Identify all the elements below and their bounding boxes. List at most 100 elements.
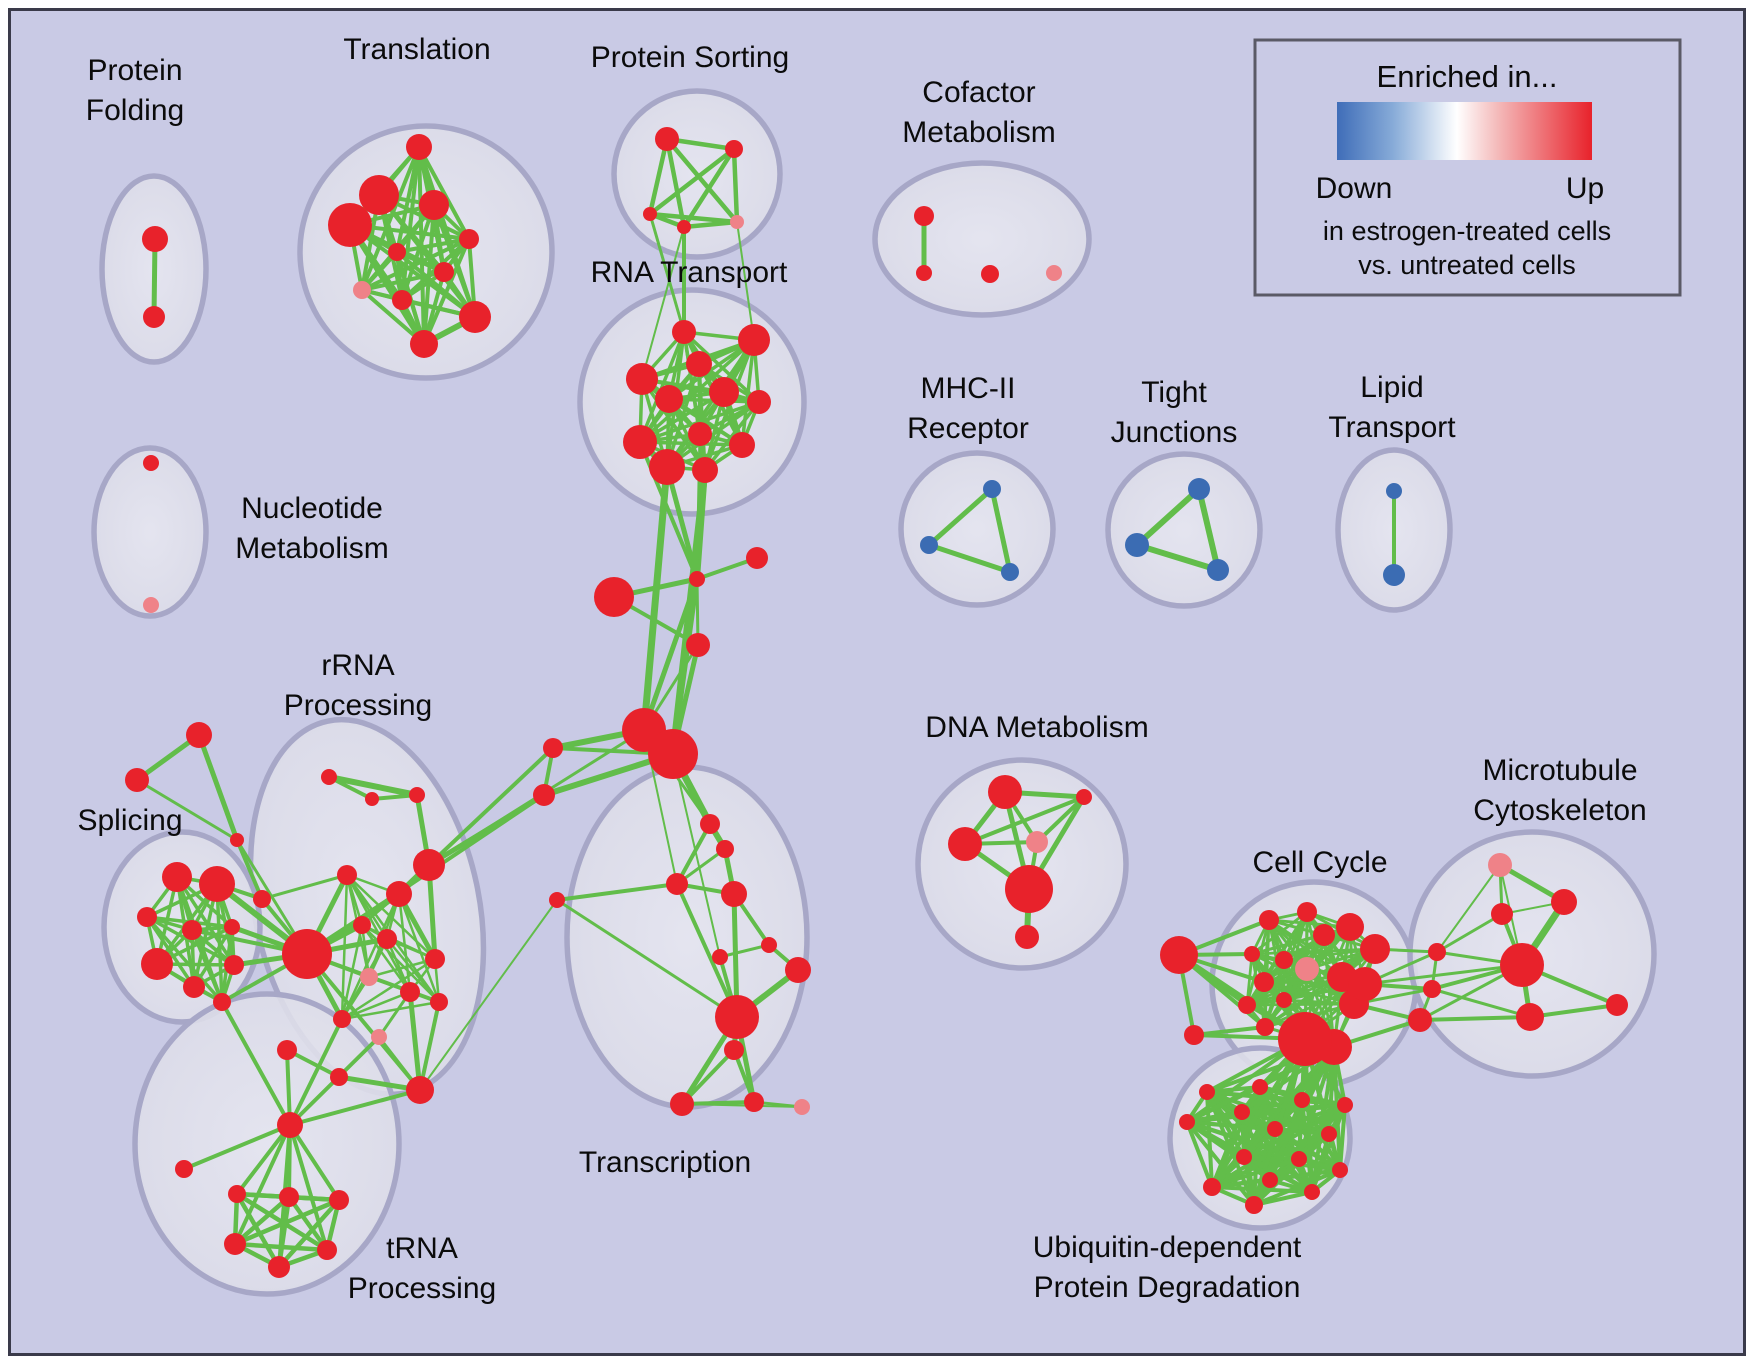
gene-set-node-u9 [1236,1149,1252,1165]
gene-set-node-u3 [1294,1092,1310,1108]
gene-set-node-cc2 [1184,1025,1204,1045]
gene-set-node-rr14 [253,890,271,908]
edge [232,1194,292,1247]
gene-set-node-cc19 [1423,980,1441,998]
gene-set-node-dm2 [1076,789,1092,805]
gene-set-node-sp2 [199,866,235,902]
edge [340,957,437,1021]
gene-set-node-cc7 [1360,934,1390,964]
cluster-ellipse-mhc-ii-receptor [898,450,1056,608]
gene-set-node-cf1 [914,206,934,226]
edge [665,400,761,469]
gene-set-node-r1 [672,320,696,344]
edge [641,576,700,733]
legend-caption-line2: vs. untreated cells [1358,250,1576,280]
gene-set-node-cc14 [1238,996,1256,1014]
gene-set-node-t11 [410,330,438,358]
edge [1418,1015,1532,1022]
edge [419,899,558,1091]
edge [1134,486,1202,548]
gene-set-node-dm1 [988,775,1022,809]
gene-set-node-rr2 [365,792,379,806]
cluster-labels-layer: Protein Folding Translation Protein Sorting… [77,33,1646,1305]
edge [681,219,740,230]
edge [340,892,401,1021]
gene-set-node-trb4 [224,1233,246,1255]
gene-set-node-t9 [392,290,412,310]
gene-set-node-cc1 [1160,936,1198,974]
edge [182,1123,292,1171]
gene-set-node-t1 [406,134,432,160]
cluster-ellipse-tight-junctions [1105,451,1263,609]
gene-set-node-h2 [648,729,698,779]
edge [1185,1120,1214,1189]
gene-set-node-trb1 [228,1185,246,1203]
edge [740,338,756,447]
cluster-ellipse-cofactor-metabolism [872,160,1092,318]
gene-set-node-cc17 [1256,1018,1274,1036]
edge [647,211,740,225]
edge [135,778,239,842]
cluster-label-nucleotide-metabolism: Nucleotide Metabolism [235,492,388,565]
edge [1134,542,1221,573]
gene-set-node-rrHUB [282,929,332,979]
edge [667,338,756,401]
edge [232,1197,342,1247]
gene-set-node-mtP [1488,853,1512,877]
cluster-label-cofactor-metabolism: Cofactor Metabolism [902,76,1055,149]
edge [417,145,471,241]
edge [1332,1045,1342,1172]
gene-set-node-tt3 [666,873,688,895]
gene-set-node-tt6 [761,937,777,953]
enrichment-map-figure: Protein Folding Translation Protein Sorting… [8,8,1746,1356]
edge [360,923,441,1004]
cluster-label-dna-metabolism: DNA Metabolism [925,711,1148,744]
gene-set-node-cc8 [1244,946,1260,962]
edge [276,1197,342,1270]
edge [680,1048,736,1106]
gene-set-node-c2 [746,547,768,569]
gene-set-node-c3 [686,633,710,657]
cluster-label-protein-folding: Protein Folding [86,54,184,127]
gene-set-node-sp6 [141,948,173,980]
gene-set-node-sp7 [183,976,205,998]
edge [1185,1120,1256,1207]
gene-set-node-rr6 [353,916,371,934]
gene-set-node-cf3 [981,265,999,283]
gene-set-node-cbig [594,577,634,617]
gene-set-node-t7 [434,262,454,282]
gene-set-node-r3 [626,363,658,395]
edge [1363,963,1524,986]
gene-set-node-r5 [655,385,683,413]
gene-set-node-rr15 [371,1029,387,1045]
gene-set-node-tj2 [1125,533,1149,557]
gene-set-node-t5 [459,229,479,249]
edge [288,1017,344,1127]
cluster-label-transcription: Transcription [579,1146,751,1179]
cluster-label-microtubule-cytoskeleton: Microtubule Cytoskeleton [1473,754,1646,827]
gene-set-node-tt5 [712,949,728,965]
edge [681,146,737,230]
gene-set-node-u7 [1321,1126,1337,1142]
edge [385,937,441,1004]
edge [427,746,555,867]
gene-set-node-mh2 [920,536,938,554]
edge [664,136,687,230]
edge [1196,486,1221,573]
gene-set-node-u6 [1267,1121,1283,1137]
edge [638,400,761,444]
cluster-label-tight-junctions: Tight Junctions [1111,376,1238,449]
edge [736,221,755,341]
gene-set-node-cc3 [1259,910,1279,930]
gene-set-node-mt2 [1551,889,1577,915]
edge [640,377,707,472]
gene-set-node-tt2 [716,840,734,858]
edge [395,237,471,254]
gene-set-node-r10 [729,432,755,458]
edge [1245,975,1344,1007]
gene-set-node-trb5 [268,1256,290,1278]
gene-set-node-u5 [1234,1104,1250,1120]
gene-set-node-rr1 [321,769,337,785]
gene-set-node-cf2 [916,265,932,281]
gene-set-node-u2 [1252,1079,1268,1095]
